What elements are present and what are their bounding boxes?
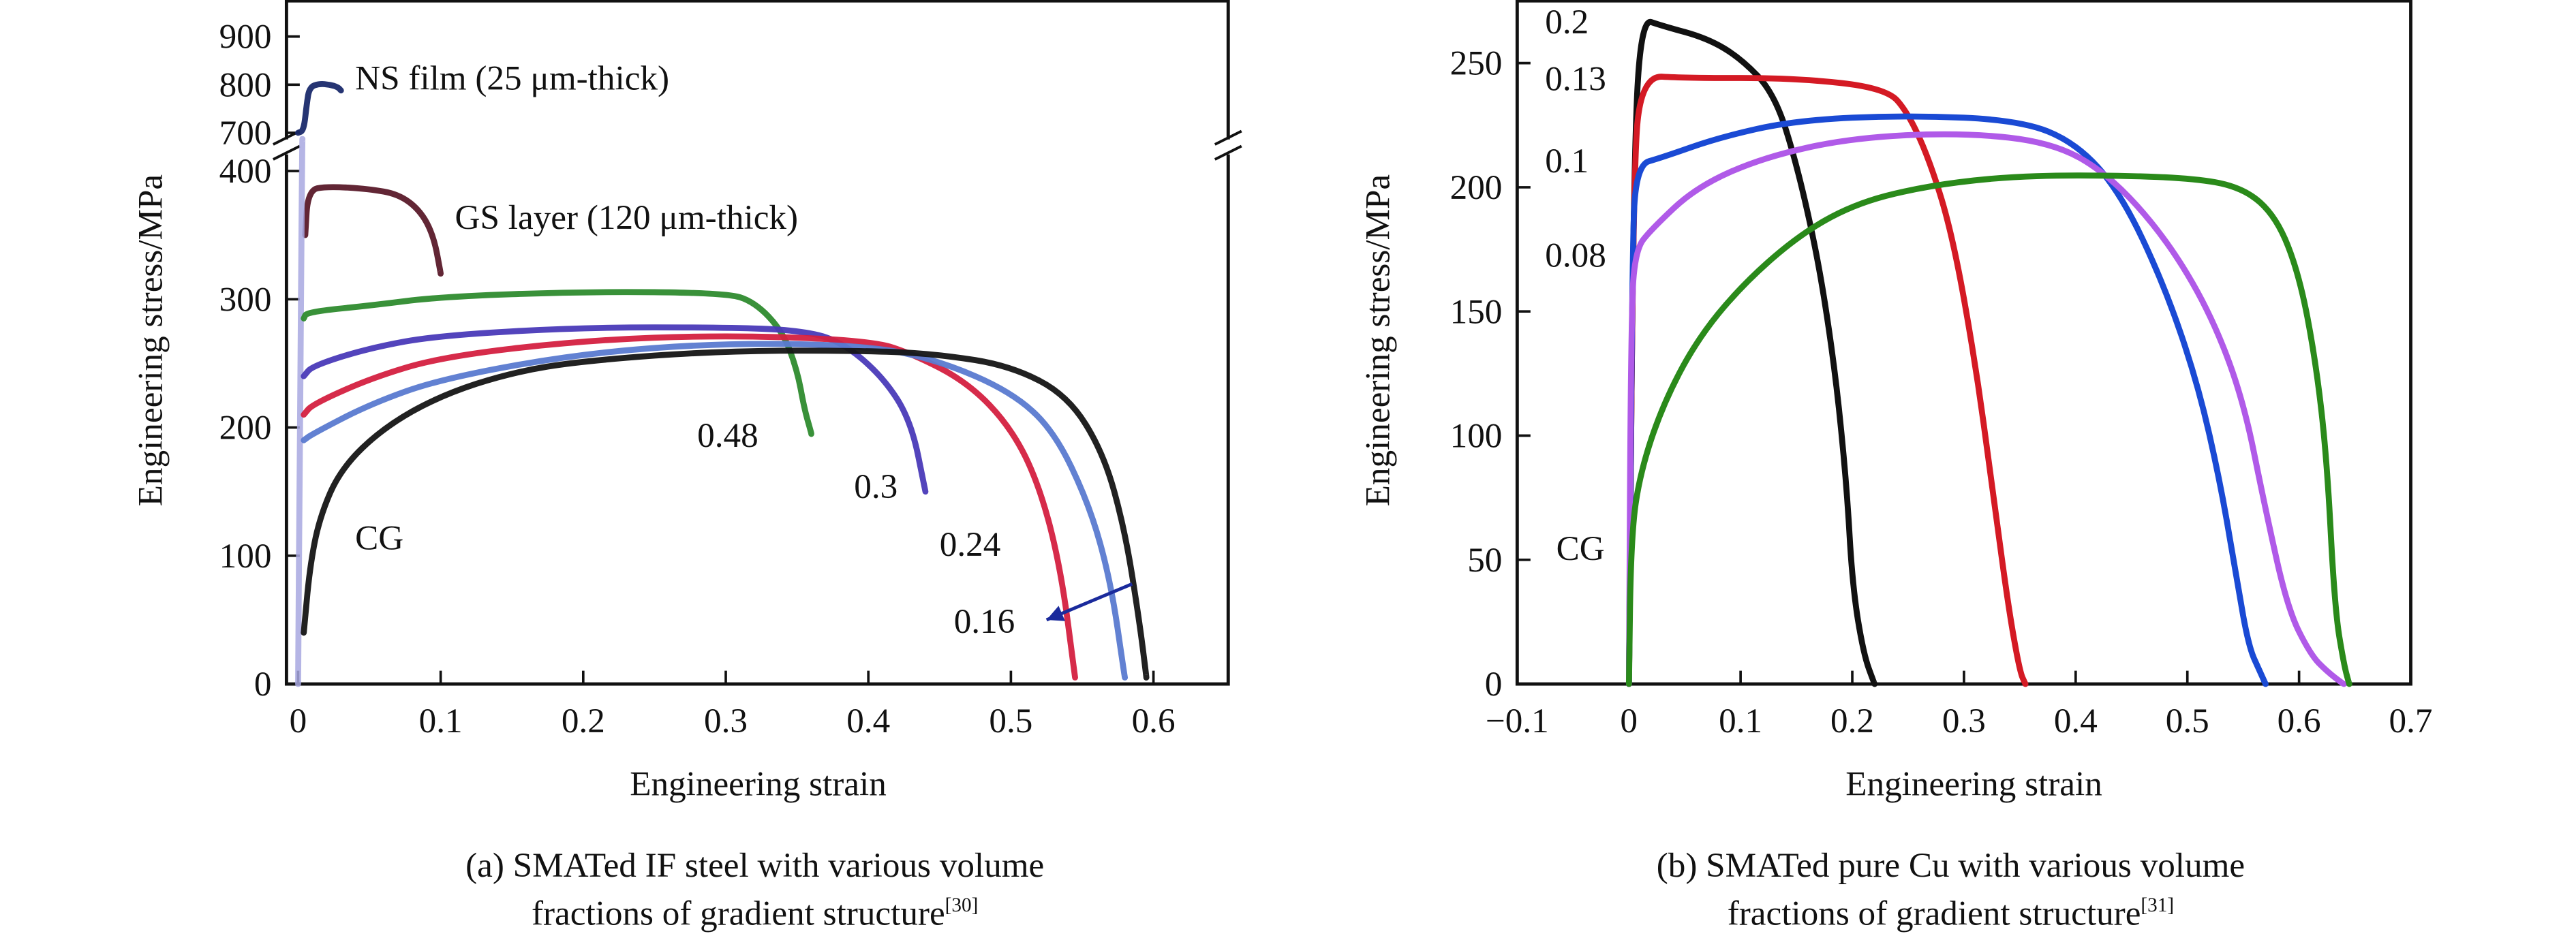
caption-a-line2-text: fractions of gradient structure — [532, 894, 945, 933]
curves-b — [1625, 19, 2352, 687]
x-tick-label-a: 0.1 — [419, 702, 463, 740]
x-tick-label-b: 0.4 — [2054, 702, 2098, 740]
series-line-0-24-a — [301, 333, 1078, 681]
y-tick-label-a: 0 — [254, 665, 272, 704]
x-tick-label-a: 0.3 — [704, 702, 748, 740]
series-line-0-13-b — [1625, 74, 2029, 687]
series-line-0-3-a — [301, 324, 929, 495]
series-line-gs-layer-120-m-thick-a — [302, 184, 444, 277]
caption-a-line2: fractions of gradient structure[30] — [532, 894, 978, 933]
annotation-0-2-b: 0.2 — [1545, 3, 1589, 42]
annotations-a: NS film (25 μm-thick) GS layer (120 μm-th… — [355, 59, 1133, 641]
y-tick-label-a-upper: 700 — [219, 114, 272, 153]
plot-frame-b — [1515, 0, 2412, 686]
y-tick-label-b: 150 — [1450, 292, 1503, 331]
x-tick-label-a: 0.2 — [562, 702, 605, 740]
y-tick-label-b: 0 — [1485, 665, 1503, 704]
caption-a-reference: [30] — [945, 894, 979, 916]
annotation-cg-a: CG — [355, 518, 403, 557]
axis-break-mark — [273, 144, 301, 161]
caption-b-line1: (b) SMATed pure Cu with various volume — [1657, 846, 2245, 885]
annotation-0-24-a: 0.24 — [940, 525, 1001, 564]
annotation-0-16-a: 0.16 — [954, 602, 1015, 641]
annotation-cg-b: CG — [1557, 529, 1605, 568]
annotation-arrow-head — [1046, 606, 1065, 621]
y-tick-label-b: 50 — [1467, 541, 1502, 580]
annotation-gs-layer-120-m-thick-a: GS layer (120 μm-thick) — [455, 198, 799, 237]
y-tick-label-a-upper: 900 — [219, 18, 272, 57]
y-axis-label-a: Engineering stress/MPa — [132, 174, 170, 507]
y-tick-label-b: 250 — [1450, 44, 1503, 83]
series-line-elastic-a — [295, 136, 306, 687]
axis-ticks-b: −0.1 0 0.1 0.2 0.3 0.4 0.5 0.6 0.705010015020025… — [1450, 44, 2433, 740]
series-line-0-1-b — [1625, 113, 2269, 687]
series-line-0-48-a — [301, 289, 814, 437]
y-tick-label-a: 300 — [219, 280, 272, 319]
x-tick-label-b: 0.1 — [1719, 702, 1762, 740]
y-tick-label-b: 200 — [1450, 168, 1503, 207]
chart-panel-b: −0.1 0 0.1 0.2 0.3 0.4 0.5 0.6 0.705010015020025… — [1359, 0, 2433, 933]
series-line-cg-b — [1625, 172, 2352, 687]
x-tick-label-b: 0.3 — [1942, 702, 1986, 740]
annotation-0-08-b: 0.08 — [1545, 236, 1606, 275]
y-tick-label-a: 400 — [219, 152, 272, 191]
caption-b-reference: [31] — [2141, 894, 2174, 916]
series-line-ns-film-25-m-thick-a — [295, 81, 344, 136]
annotation-0-13-b: 0.13 — [1545, 60, 1606, 99]
caption-b-line2-text: fractions of gradient structure — [1728, 894, 2141, 933]
x-axis-label-b: Engineering strain — [1845, 764, 2102, 803]
y-tick-label-b: 100 — [1450, 417, 1503, 456]
caption-a-line1: (a) SMATed IF steel with various volume — [465, 846, 1044, 885]
x-tick-label-a: 0 — [290, 702, 307, 740]
axis-break-mark — [1214, 144, 1242, 161]
x-tick-label-b: 0.5 — [2166, 702, 2209, 740]
annotation-0-3-a: 0.3 — [854, 467, 898, 506]
plot-frame-a — [284, 0, 1230, 686]
annotation-ns-film-25-m-thick-a: NS film (25 μm-thick) — [355, 59, 669, 97]
x-tick-label-a: 0.5 — [989, 702, 1032, 740]
y-axis-label-b: Engineering stress/MPa — [1359, 174, 1398, 507]
caption-b-line2: fractions of gradient structure[31] — [1728, 894, 2174, 933]
x-tick-label-a: 0.4 — [846, 702, 890, 740]
y-tick-label-a: 100 — [219, 537, 272, 576]
curves-a — [295, 81, 1150, 687]
annotation-0-48-a: 0.48 — [697, 416, 758, 455]
x-tick-label-a: 0.6 — [1132, 702, 1176, 740]
x-tick-label-b: 0 — [1620, 702, 1638, 740]
series-line-0-08-b — [1625, 131, 2347, 687]
x-tick-label-b: −0.1 — [1486, 702, 1549, 740]
series-line-0-16-a — [301, 341, 1129, 681]
x-tick-label-b: 0.6 — [2278, 702, 2321, 740]
x-tick-label-b: 0.7 — [2389, 702, 2433, 740]
annotation-0-1-b: 0.1 — [1545, 142, 1589, 181]
y-tick-label-a: 200 — [219, 409, 272, 448]
y-tick-label-a-upper: 800 — [219, 65, 272, 104]
axis-break-mark — [1214, 129, 1242, 146]
annotations-b: 0.2 0.13 0.1 0.08 CG — [1545, 3, 1606, 568]
y-axis-break-marks — [273, 129, 1242, 161]
x-tick-label-b: 0.2 — [1830, 702, 1874, 740]
series-line-cg-a — [301, 347, 1150, 681]
x-axis-label-a: Engineering strain — [630, 764, 887, 803]
